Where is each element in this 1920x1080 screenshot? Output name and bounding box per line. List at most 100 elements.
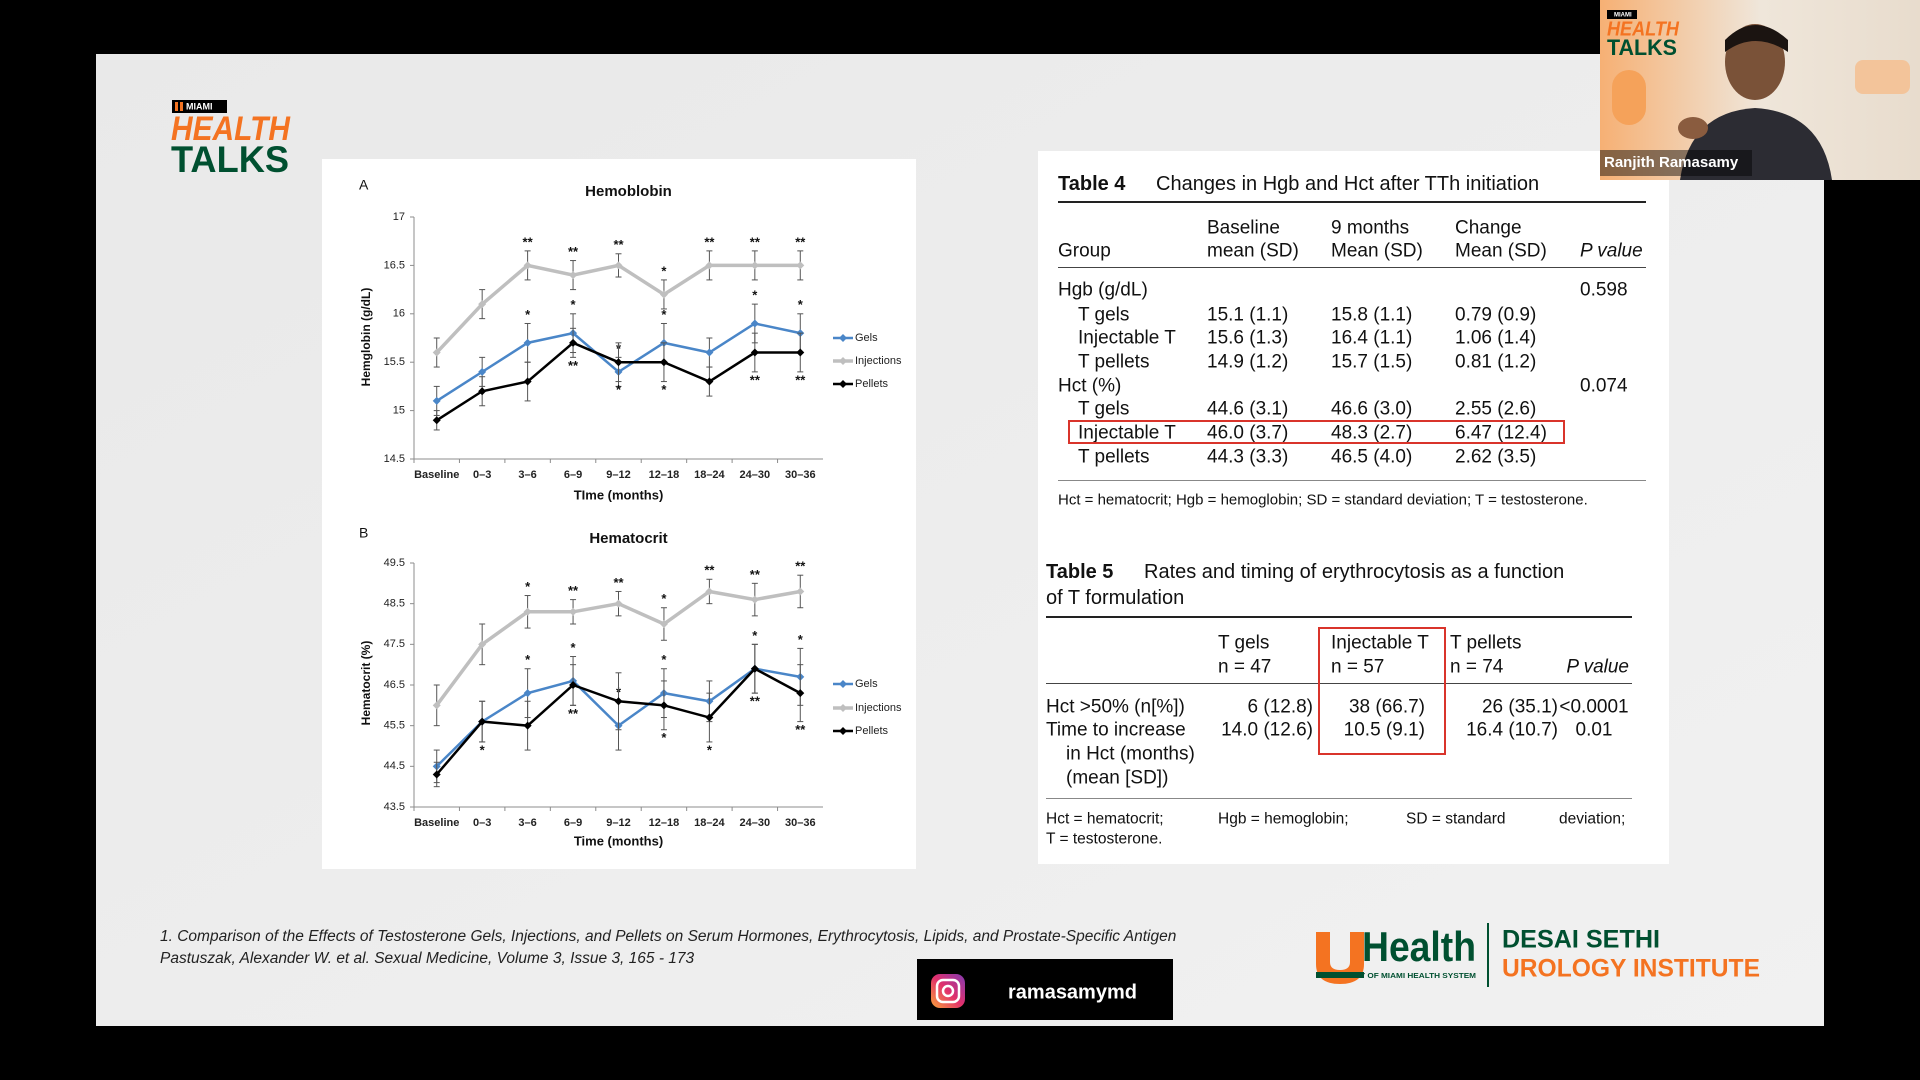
table-cell: 46.6 (3.0) bbox=[1331, 398, 1413, 420]
table-footnote: Hct = hematocrit; bbox=[1046, 810, 1164, 828]
x-tick-label: 30–36 bbox=[785, 817, 816, 829]
table-panel bbox=[1038, 151, 1669, 864]
webcam-person-hair bbox=[1725, 25, 1788, 52]
significance-star: * bbox=[525, 652, 531, 667]
table-label: Table 4 bbox=[1058, 173, 1126, 195]
table-rule bbox=[1046, 616, 1632, 618]
point bbox=[750, 319, 759, 328]
chart-title: Hemoblobin bbox=[585, 183, 672, 200]
table-cell: 44.3 (3.3) bbox=[1207, 446, 1289, 468]
point bbox=[614, 261, 623, 270]
table-cell: 15.6 (1.3) bbox=[1207, 327, 1289, 349]
x-tick-label: 9–12 bbox=[606, 469, 630, 481]
x-tick-label: Baseline bbox=[414, 817, 459, 829]
significance-star: * bbox=[798, 632, 804, 647]
point bbox=[523, 607, 532, 616]
x-tick-label: Baseline bbox=[414, 469, 459, 481]
legend-marker bbox=[839, 334, 847, 342]
point bbox=[705, 348, 714, 357]
significance-star: ** bbox=[795, 234, 806, 249]
significance-star: ** bbox=[704, 563, 715, 578]
point bbox=[432, 416, 441, 425]
table-footnote: Hgb = hemoglobin; bbox=[1218, 810, 1349, 828]
table-cell: 0.074 bbox=[1580, 375, 1628, 397]
point bbox=[523, 721, 532, 730]
significance-star: * bbox=[661, 652, 667, 667]
point bbox=[705, 261, 714, 270]
table-header: Baseline bbox=[1207, 217, 1280, 239]
webcam-logo-miami: MIAMI bbox=[1614, 13, 1632, 19]
citation-line: Pastuszak, Alexander W. et al. Sexual Me… bbox=[160, 950, 695, 967]
point bbox=[523, 689, 532, 698]
table-cell: 10.5 (9.1) bbox=[1343, 719, 1425, 741]
y-tick-label: 16.5 bbox=[384, 259, 405, 271]
row-label: Hct (%) bbox=[1058, 375, 1122, 397]
citation-line: 1. Comparison of the Effects of Testoste… bbox=[160, 928, 1176, 945]
instagram-icon-frame bbox=[935, 978, 961, 1004]
y-tick-label: 49.5 bbox=[384, 557, 405, 569]
x-axis-label: Time (months) bbox=[574, 833, 663, 848]
x-tick-label: 24–30 bbox=[740, 817, 771, 829]
significance-star: ** bbox=[750, 372, 761, 387]
table-header: Group bbox=[1058, 240, 1111, 262]
point bbox=[432, 701, 441, 710]
table-cell: 44.6 (3.1) bbox=[1207, 398, 1289, 420]
highlight-box bbox=[1068, 420, 1565, 444]
point bbox=[750, 261, 759, 270]
row-label: in Hct (months) bbox=[1066, 743, 1195, 765]
point bbox=[750, 348, 759, 357]
table-cell: 38 (66.7) bbox=[1348, 696, 1425, 718]
table-cell: 15.7 (1.5) bbox=[1331, 351, 1413, 373]
point bbox=[614, 697, 623, 706]
webcam-person-hand bbox=[1678, 117, 1708, 139]
table-label: Table 5 bbox=[1046, 561, 1114, 583]
logo-miami: MIAMI bbox=[186, 101, 213, 111]
table-cell: 15.1 (1.1) bbox=[1207, 304, 1289, 326]
significance-star: ** bbox=[795, 372, 806, 387]
point bbox=[478, 300, 487, 309]
legend-marker bbox=[839, 380, 847, 388]
instagram-icon-lens bbox=[941, 984, 955, 998]
point bbox=[569, 681, 578, 689]
table-cell: 1.06 (1.4) bbox=[1455, 327, 1537, 349]
table-header: Mean (SD) bbox=[1331, 240, 1423, 262]
table-cell: 6 (12.8) bbox=[1247, 696, 1313, 718]
point bbox=[705, 587, 714, 596]
table-header: Change bbox=[1455, 217, 1522, 239]
table-footnote: deviation; bbox=[1559, 810, 1626, 828]
point bbox=[705, 713, 714, 722]
chart-title: Hematocrit bbox=[589, 530, 667, 547]
table-cell: 15.8 (1.1) bbox=[1331, 304, 1413, 326]
x-tick-label: 18–24 bbox=[694, 817, 725, 829]
point bbox=[659, 290, 668, 299]
legend-label: Pellets bbox=[855, 378, 889, 390]
logo-health: HEALTH bbox=[171, 110, 291, 148]
y-tick-label: 46.5 bbox=[384, 679, 405, 691]
row-label: T gels bbox=[1078, 304, 1130, 326]
point bbox=[523, 261, 532, 270]
table-rule bbox=[1058, 201, 1646, 203]
row-label: Hct >50% (n[%]) bbox=[1046, 696, 1185, 718]
table-footnote: T = testosterone. bbox=[1046, 830, 1163, 848]
table-cell: 14.9 (1.2) bbox=[1207, 351, 1289, 373]
y-tick-label: 17 bbox=[393, 211, 405, 223]
legend-label: Gels bbox=[855, 678, 878, 690]
significance-star: ** bbox=[795, 722, 806, 737]
brand-system: UNIVERSITY OF MIAMI HEALTH SYSTEM bbox=[1316, 973, 1476, 980]
y-tick-label: 45.5 bbox=[384, 720, 405, 732]
webcam-name-bg bbox=[1600, 150, 1752, 176]
x-tick-label: 9–12 bbox=[606, 817, 630, 829]
logo-u bbox=[175, 102, 183, 111]
table-cell: 26 (35.1) bbox=[1481, 696, 1558, 718]
legend-marker bbox=[839, 704, 847, 712]
x-tick-label: 0–3 bbox=[473, 469, 491, 481]
significance-star: * bbox=[525, 307, 531, 322]
significance-star: ** bbox=[750, 234, 761, 249]
point bbox=[659, 701, 668, 710]
table-cell: 46.5 (4.0) bbox=[1331, 446, 1413, 468]
point bbox=[705, 377, 714, 386]
point bbox=[796, 587, 805, 596]
significance-star: * bbox=[480, 742, 486, 757]
